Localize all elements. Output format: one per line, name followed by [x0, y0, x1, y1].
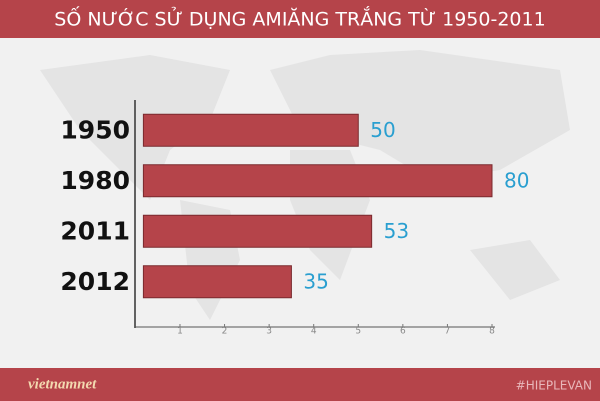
- bar: [142, 214, 373, 248]
- footer-band: [0, 368, 600, 401]
- x-tick-label: 8: [489, 327, 495, 337]
- value-label: 53: [384, 219, 409, 243]
- y-tick-label: 2012: [60, 267, 130, 296]
- bar: [142, 113, 359, 147]
- hashtag: #HIEPLEVAN: [516, 379, 592, 393]
- logo: vietnamnet: [28, 376, 97, 392]
- x-tick-label: 1: [177, 327, 183, 337]
- bar: [142, 265, 292, 299]
- chart-title: SỐ NƯỚC SỬ DỤNG AMIĂNG TRẮNG TỪ 1950-201…: [54, 5, 545, 31]
- value-label: 50: [370, 118, 395, 142]
- bar: [142, 164, 493, 198]
- x-tick-label: 7: [445, 327, 451, 337]
- y-tick-label: 1980: [60, 166, 130, 195]
- x-tick-label: 3: [266, 327, 272, 337]
- x-tick-label: 5: [355, 327, 361, 337]
- y-tick-label: 2011: [60, 216, 130, 245]
- x-tick-label: 2: [222, 327, 228, 337]
- y-tick-label: 1950: [60, 115, 130, 144]
- header-band: [0, 0, 600, 38]
- x-tick-label: 4: [311, 327, 317, 337]
- value-label: 80: [504, 168, 529, 192]
- x-tick-label: 6: [400, 327, 406, 337]
- value-label: 35: [303, 269, 328, 293]
